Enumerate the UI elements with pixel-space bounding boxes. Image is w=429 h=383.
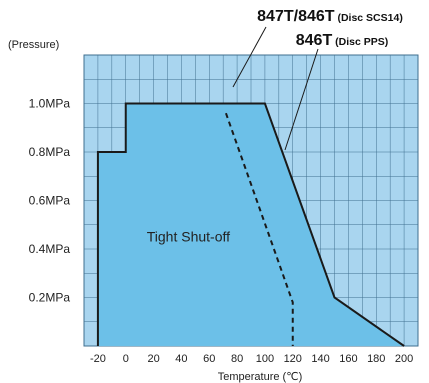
x-tick-label: 180 [367,353,385,365]
x-tick-label: 100 [256,353,274,365]
leader-line-pps [284,48,319,151]
y-tick-label: 0.4MPa [29,242,71,256]
x-tick-label: 120 [284,353,302,365]
leader-line-scs14 [232,26,267,88]
y-axis-title: (Pressure) [8,39,59,51]
series-line-1 [225,112,294,346]
x-tick-label: 0 [123,353,129,365]
operating-area-fill [97,103,405,346]
y-tick-label: 1.0MPa [29,97,71,111]
operating-region [97,103,405,346]
label-847t-846t-scs14: 847T/846T (Disc SCS14) [257,8,403,25]
region-annotation: Tight Shut-off [147,229,230,245]
y-tick-label: 0.8MPa [29,145,71,159]
x-tick-label: 80 [231,353,243,365]
x-tick-label: 40 [175,353,187,365]
y-tick-labels: 0.2MPa 0.4MPa 0.6MPa 0.8MPa 1.0MPa [29,97,71,305]
x-tick-label: 200 [395,353,413,365]
series-line-0 [96,102,405,347]
x-axis-title: Temperature (℃) [218,371,303,383]
x-tick-label: -20 [90,353,106,365]
y-tick-label: 0.6MPa [29,194,71,208]
series-lines [96,102,405,347]
x-tick-label: 160 [339,353,357,365]
y-tick-label: 0.2MPa [29,291,71,305]
x-tick-label: 60 [203,353,215,365]
label-846t-pps: 846T (Disc PPS) [296,32,389,49]
x-tick-label: 20 [147,353,159,365]
x-tick-label: 140 [311,353,329,365]
x-tick-labels: -20 0 20 40 60 80 100 120 140 160 180 200 [90,353,413,365]
